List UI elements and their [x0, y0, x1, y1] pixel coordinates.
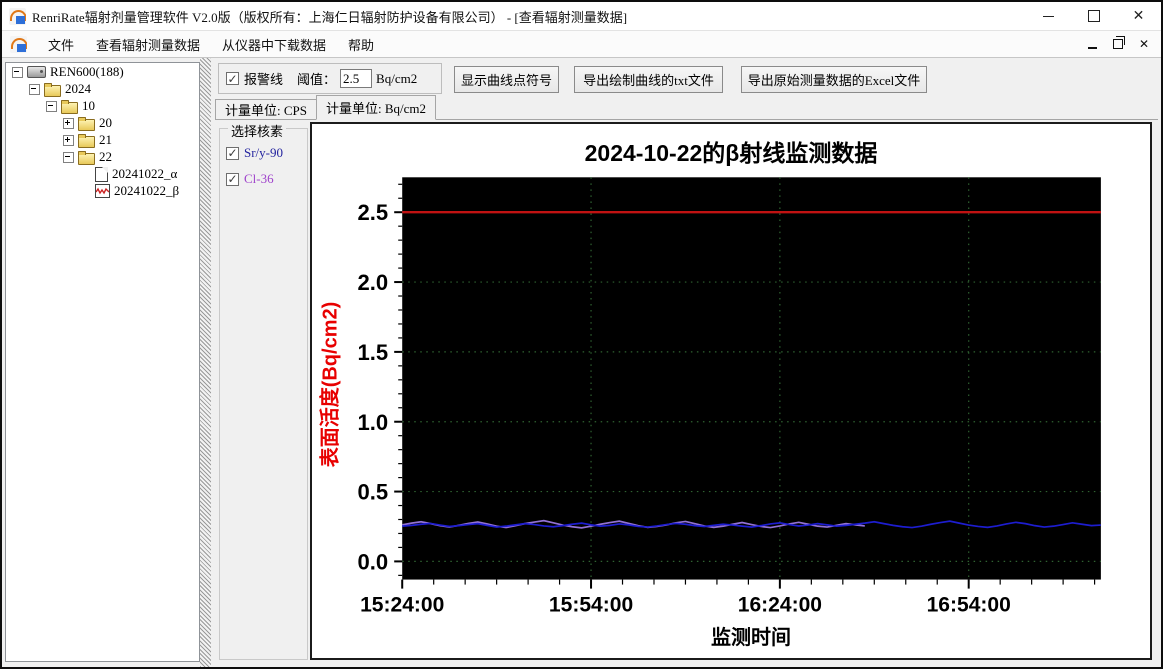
child-minimize-icon[interactable] [1087, 47, 1097, 49]
tree-node-label: 20241022_α [112, 166, 178, 181]
svg-text:0.0: 0.0 [358, 549, 389, 574]
tree-node-label: REN600(188) [50, 64, 124, 79]
tree-node-label: 21 [99, 132, 112, 147]
tree-node-label: 20 [99, 115, 112, 130]
menu-item-从仪器中下载数据[interactable]: 从仪器中下载数据 [222, 37, 327, 53]
threshold-label: 阈值： [297, 72, 337, 87]
expand-icon[interactable] [63, 117, 74, 129]
chart-icon [95, 184, 110, 198]
export-txt-button[interactable]: 导出绘制曲线的txt文件 [574, 66, 723, 93]
svg-text:16:54:00: 16:54:00 [927, 594, 1011, 617]
svg-text:0.5: 0.5 [358, 480, 389, 505]
svg-text:2.5: 2.5 [358, 200, 389, 225]
nuclide-checkbox[interactable]: ✓ [226, 146, 239, 160]
menu-item-文件[interactable]: 文件 [48, 37, 75, 53]
chart-title: 2024-10-22的β射线监测数据 [584, 140, 878, 166]
tree-node-label: 22 [99, 149, 112, 164]
chart-plot: 0.0 0.5 1.0 1.5 2.0 2.5 15:24:00 15:54:00 16:24:… [358, 177, 1101, 617]
svg-text:2.0: 2.0 [358, 270, 389, 295]
tree-node-21[interactable]: 21 [6, 132, 199, 148]
nuclide-panel: 选择核素 ✓ Sr/y-90 ✓ Cl-36 [219, 121, 308, 660]
chart-panel: 0.0 0.5 1.0 1.5 2.0 2.5 15:24:00 15:54:00 16:24:… [310, 122, 1152, 660]
menu-bar: 文件 查看辐射测量数据 从仪器中下载数据 帮助 ✕ [2, 31, 1161, 58]
maximize-icon [1087, 10, 1100, 22]
collapse-icon[interactable] [12, 66, 23, 78]
device-icon [27, 66, 46, 78]
svg-text:16:24:00: 16:24:00 [738, 594, 822, 617]
panel-splitter[interactable] [200, 58, 211, 667]
close-button[interactable]: ✕ [1116, 2, 1161, 30]
child-restore-icon[interactable] [1112, 36, 1125, 49]
title-bar: RenriRate辐射剂量管理软件 V2.0版（版权所有：上海仁日辐射防护设备有… [2, 2, 1161, 31]
tree-node-label: 20241022_β [114, 183, 180, 198]
tree-node-10[interactable]: 10 [6, 98, 199, 114]
folder-icon [44, 82, 61, 97]
unit-tabstrip: 计量单位: CPS 计量单位: Bq/cm2 [215, 95, 1158, 120]
app-logo-icon [9, 7, 26, 25]
measurement-tree: REN600(188) 2024 10 20 21 22 20241022_α 2024102… [5, 62, 200, 662]
window-title: RenriRate辐射剂量管理软件 V2.0版（版权所有：上海仁日辐射防护设备有… [32, 9, 628, 25]
content-area: ✓ 报警线 阈值： Bq/cm2 显示曲线点符号 导出绘制曲线的txt文件 导出… [213, 58, 1161, 667]
svg-text:1.5: 1.5 [358, 340, 389, 365]
collapse-icon[interactable] [29, 83, 40, 95]
tree-node-20241022_β[interactable]: 20241022_β [6, 183, 199, 199]
folder-icon [61, 99, 78, 114]
tree-node-20[interactable]: 20 [6, 115, 199, 131]
nuclide-checkbox[interactable]: ✓ [226, 172, 239, 186]
nuclide-row-Sr/y-90[interactable]: ✓ Sr/y-90 [226, 145, 307, 161]
close-icon: ✕ [1132, 8, 1145, 24]
alarm-line-checkbox[interactable]: ✓ [226, 71, 239, 86]
tree-node-2024[interactable]: 2024 [6, 81, 199, 97]
folder-icon [78, 116, 95, 131]
show-curve-points-button[interactable]: 显示曲线点符号 [454, 66, 559, 93]
alarm-line-group: ✓ 报警线 阈值： Bq/cm2 [218, 63, 442, 94]
export-excel-button[interactable]: 导出原始测量数据的Excel文件 [741, 66, 927, 93]
threshold-input[interactable] [340, 69, 373, 88]
tab-unit-bqcm2[interactable]: 计量单位: Bq/cm2 [316, 95, 437, 120]
chart-x-axis-label: 监测时间 [711, 627, 791, 649]
nuclide-panel-title: 选择核素 [228, 121, 287, 140]
tree-node-label: 10 [82, 98, 95, 113]
collapse-icon[interactable] [46, 100, 57, 112]
tree-node-20241022_α[interactable]: 20241022_α [6, 166, 199, 182]
folder-icon [78, 133, 95, 148]
svg-text:1.0: 1.0 [358, 410, 389, 435]
nuclide-label: Cl-36 [244, 171, 274, 186]
main-area: REN600(188) 2024 10 20 21 22 20241022_α 2024102… [2, 58, 1161, 667]
alarm-line-label: 报警线 [244, 72, 284, 87]
tree-node-label: 2024 [65, 81, 91, 96]
menu-item-帮助[interactable]: 帮助 [348, 37, 375, 53]
minimize-icon [1043, 15, 1054, 17]
tree-node-22[interactable]: 22 [6, 149, 199, 165]
nuclide-label: Sr/y-90 [244, 145, 283, 160]
svg-text:15:54:00: 15:54:00 [549, 594, 633, 617]
minimize-button[interactable] [1026, 2, 1071, 30]
child-close-icon[interactable]: ✕ [1138, 37, 1149, 51]
nuclide-row-Cl-36[interactable]: ✓ Cl-36 [226, 171, 307, 187]
threshold-unit-label: Bq/cm2 [376, 70, 418, 86]
document-logo-icon [10, 35, 27, 53]
chart-y-axis-label: 表面活度(Bq/cm2) [319, 301, 342, 468]
tab-unit-cps[interactable]: 计量单位: CPS [215, 99, 317, 120]
maximize-button[interactable] [1071, 2, 1116, 30]
tree-node-REN600(188)[interactable]: REN600(188) [6, 64, 199, 80]
folder-icon [78, 150, 95, 165]
menu-item-查看辐射测量数据[interactable]: 查看辐射测量数据 [96, 37, 201, 53]
doc-icon [95, 166, 108, 182]
expand-icon[interactable] [63, 134, 74, 146]
svg-text:15:24:00: 15:24:00 [360, 594, 444, 617]
collapse-icon[interactable] [63, 151, 74, 163]
